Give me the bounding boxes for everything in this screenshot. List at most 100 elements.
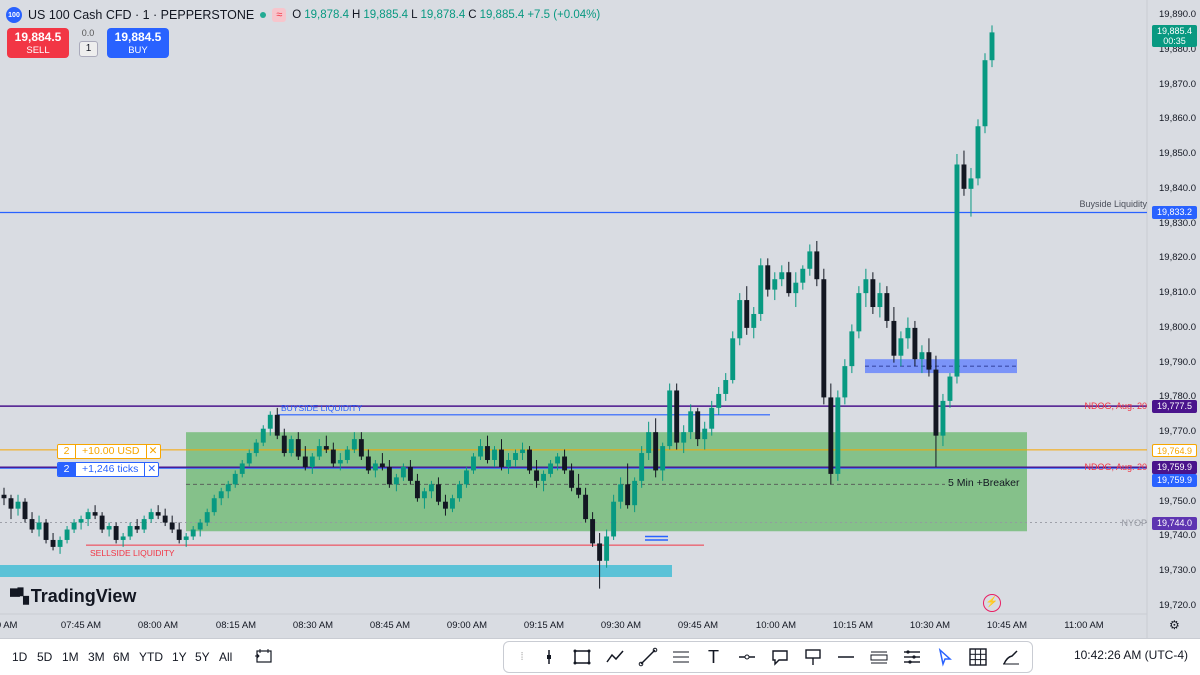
drag-handle-icon[interactable]: ⁞ <box>520 651 524 663</box>
y-tick-label: 19,860.0 <box>1159 113 1196 125</box>
x-tick-label: 08:15 AM <box>215 620 257 631</box>
callout-icon[interactable] <box>763 643 796 671</box>
long-position-icon[interactable] <box>862 643 895 671</box>
liquidity-band <box>0 565 672 577</box>
buy-button[interactable]: 19,884.5 BUY <box>107 28 169 58</box>
candle-body <box>982 60 988 127</box>
candle-body <box>379 463 385 467</box>
candle-body <box>457 484 462 499</box>
grid-icon[interactable] <box>961 643 994 671</box>
rectangle-icon[interactable] <box>565 643 598 671</box>
candle-body <box>576 487 582 495</box>
candle-body <box>604 536 610 561</box>
indicator-levels-icon[interactable] <box>895 643 928 671</box>
candle-body <box>344 449 350 460</box>
candle-body <box>933 369 939 436</box>
change-value: +7.5 (+0.04%) <box>527 9 601 21</box>
tradingview-logo: ▀▚ TradingView <box>10 586 137 606</box>
close-position-icon[interactable]: ✕ <box>144 463 159 476</box>
date-range-icon[interactable] <box>255 647 273 670</box>
candle-body <box>113 526 119 540</box>
candle-body <box>204 512 210 523</box>
close-position-icon[interactable]: ✕ <box>145 445 160 458</box>
fib-retracement-icon[interactable] <box>664 643 697 671</box>
pointer-icon[interactable] <box>928 643 961 671</box>
candle-body <box>43 522 49 540</box>
position-pnl-ticks[interactable]: 2 +1,246 ticks ✕ <box>57 462 160 477</box>
candle-body <box>534 470 539 481</box>
candle-body <box>842 366 848 398</box>
x-tick-label: 09:45 AM <box>677 620 719 631</box>
candle-body <box>737 300 743 339</box>
horizontal-line-icon[interactable] <box>829 643 862 671</box>
candle-body <box>709 407 715 429</box>
nyop-price-tag: 19,744.0 <box>1152 516 1197 530</box>
wave-icon[interactable]: ≈ <box>272 8 287 22</box>
gear-icon[interactable]: ⚙ <box>1169 618 1180 632</box>
candle-body <box>57 539 63 547</box>
position-pnl-usd[interactable]: 2 +10.00 USD ✕ <box>57 444 161 459</box>
range-3m[interactable]: 3M <box>88 650 105 664</box>
candle-body <box>400 466 406 478</box>
y-tick-label: 19,800.0 <box>1159 321 1196 333</box>
candle-body <box>323 446 329 450</box>
ndog-lower-price-tag: 19,759.9 <box>1152 461 1197 475</box>
candle-body <box>471 456 476 471</box>
range-5d[interactable]: 5D <box>37 650 53 664</box>
range-6m[interactable]: 6M <box>113 650 130 664</box>
candle-body <box>64 529 70 540</box>
position-usd-value: +10.00 USD <box>75 445 146 458</box>
candle-body <box>260 428 266 443</box>
candle-body <box>85 512 91 520</box>
candle-body <box>905 327 911 339</box>
candle-body <box>162 515 168 523</box>
candle-body <box>947 376 953 401</box>
candle-body <box>246 453 252 464</box>
candle-body <box>912 327 918 360</box>
range-1d[interactable]: 1D <box>12 650 28 664</box>
candle-body <box>660 446 666 471</box>
y-tick-label: 19,880.0 <box>1159 43 1196 55</box>
cursor-line-icon[interactable] <box>532 643 565 671</box>
candle-body <box>807 251 813 269</box>
candle-body <box>590 519 596 544</box>
x-tick-label: 08:45 AM <box>369 620 411 631</box>
y-tick-label: 19,830.0 <box>1159 217 1196 229</box>
path-icon[interactable] <box>598 643 631 671</box>
x-tick-label: 10:00 AM <box>755 620 797 631</box>
candle-body <box>450 498 455 509</box>
range-1m[interactable]: 1M <box>62 650 79 664</box>
lightning-icon[interactable]: ⚡ <box>983 594 1001 612</box>
candle-body <box>358 439 364 457</box>
clock[interactable]: 10:42:26 AM (UTC-4) <box>1073 648 1188 662</box>
sell-button[interactable]: 19,884.5 SELL <box>7 28 69 58</box>
range-ytd[interactable]: YTD <box>139 650 163 664</box>
text-icon[interactable]: T <box>708 646 719 667</box>
flag-icon[interactable] <box>796 643 829 671</box>
candle-body <box>29 519 35 530</box>
sell-price: 19,884.5 <box>14 30 62 44</box>
y-tick-label: 19,770.0 <box>1159 426 1196 438</box>
candle-body <box>428 484 434 492</box>
brush-icon[interactable] <box>994 643 1027 671</box>
trendline-icon[interactable] <box>631 643 664 671</box>
candle-body <box>141 519 147 530</box>
horizontal-ray-icon[interactable] <box>730 643 763 671</box>
quantity-field[interactable]: 1 <box>79 41 98 57</box>
range-5y[interactable]: 5Y <box>195 650 210 664</box>
y-tick-label: 19,870.0 <box>1159 78 1196 90</box>
ndog-upper-price-tag: 19,777.5 <box>1152 400 1197 414</box>
candle-body <box>870 279 876 308</box>
range-all[interactable]: All <box>219 650 233 664</box>
candle-body <box>372 463 378 471</box>
x-tick-label: 10:45 AM <box>986 620 1028 631</box>
candle-body <box>653 432 659 471</box>
y-tick-label: 19,850.0 <box>1159 148 1196 160</box>
breaker-label: 5 Min +Breaker <box>948 477 1020 490</box>
candle-body <box>127 526 133 537</box>
symbol-title[interactable]: US 100 Cash CFD · 1 · PEPPERSTONE <box>28 8 255 22</box>
fill-price-tag: 19,764.9 <box>1152 443 1197 457</box>
intraday-buyside-label: BUYSIDE LIQUIDITY <box>281 402 363 413</box>
range-1y[interactable]: 1Y <box>172 650 187 664</box>
